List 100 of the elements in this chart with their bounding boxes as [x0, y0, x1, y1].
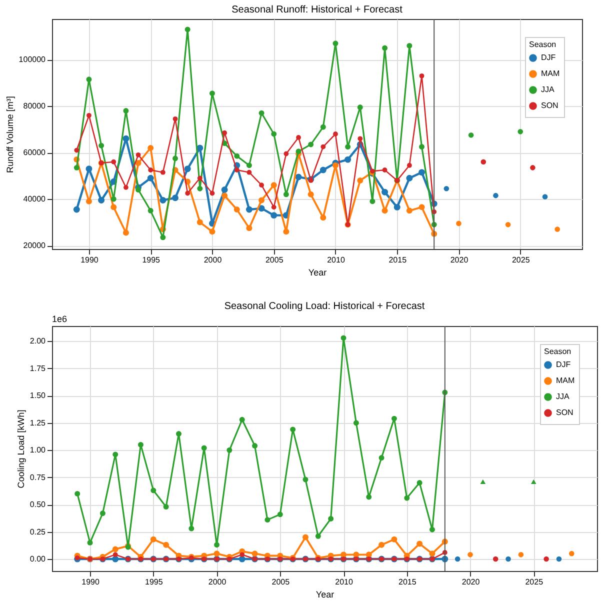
- point: [172, 194, 178, 202]
- point: [98, 142, 104, 148]
- point: [246, 206, 252, 213]
- point: [270, 212, 278, 219]
- y-tick-label: 40000: [23, 194, 46, 204]
- point: [87, 540, 93, 546]
- point: [222, 192, 228, 199]
- point: [86, 112, 92, 118]
- x-tick-label: 2000: [208, 578, 227, 586]
- point: [518, 552, 524, 558]
- point: [406, 42, 412, 48]
- point: [340, 552, 347, 558]
- point: [122, 230, 129, 236]
- x-tick-label: 2025: [512, 256, 530, 264]
- y-tick-label: 0.50: [30, 500, 46, 510]
- point: [163, 504, 169, 510]
- point: [406, 162, 412, 168]
- point: [308, 191, 314, 198]
- point: [406, 208, 412, 214]
- point: [98, 196, 105, 204]
- y-axis-title: Cooling Load [kWh]: [16, 410, 26, 488]
- point: [86, 166, 92, 172]
- legend-title: Season: [529, 40, 556, 49]
- y-tick-label: 2.00: [30, 336, 46, 346]
- point: [234, 206, 240, 212]
- point: [160, 196, 166, 204]
- point: [185, 190, 190, 196]
- point: [378, 455, 384, 460]
- chart-title: Seasonal Cooling Load: Historical + Forecast: [224, 301, 425, 312]
- text: 1e6: [52, 314, 68, 324]
- point: [358, 136, 363, 142]
- point: [416, 480, 422, 486]
- point: [111, 159, 116, 164]
- point: [136, 187, 142, 192]
- point: [506, 556, 511, 562]
- x-tick-label: 2005: [272, 578, 290, 586]
- point: [150, 536, 156, 542]
- point: [344, 156, 352, 163]
- point: [197, 176, 202, 181]
- point: [160, 170, 166, 175]
- point: [542, 194, 548, 200]
- point: [123, 108, 129, 114]
- point: [320, 166, 326, 174]
- point: [112, 552, 118, 558]
- point: [136, 152, 141, 158]
- point: [320, 214, 326, 221]
- point: [283, 228, 290, 235]
- point: [382, 45, 388, 51]
- point: [382, 208, 388, 214]
- point: [429, 526, 435, 532]
- point: [148, 168, 154, 172]
- point: [391, 416, 397, 422]
- point: [74, 490, 80, 496]
- x-tick-label: 2020: [450, 256, 469, 264]
- point: [416, 540, 423, 547]
- point: [302, 476, 308, 482]
- point: [246, 170, 252, 175]
- y-tick-label: 1.00: [30, 446, 46, 455]
- x-tick-label: 1990: [80, 256, 99, 264]
- x-tick-label: 1995: [142, 256, 161, 264]
- point: [277, 512, 283, 518]
- y-tick-label: 0.00: [30, 554, 46, 564]
- point: [240, 552, 245, 558]
- point: [147, 174, 154, 182]
- point: [258, 205, 265, 212]
- point: [370, 198, 376, 204]
- point: [271, 131, 277, 137]
- point: [454, 556, 460, 562]
- point: [328, 516, 334, 522]
- point: [196, 219, 203, 226]
- point: [394, 204, 400, 210]
- point: [419, 73, 424, 78]
- point: [382, 168, 388, 172]
- point: [333, 132, 338, 136]
- point: [296, 135, 301, 140]
- point: [74, 148, 80, 153]
- point: [406, 174, 413, 182]
- x-tick-label: 2015: [388, 256, 408, 264]
- x-tick-label: 2000: [204, 256, 222, 264]
- point: [222, 130, 228, 136]
- point: [378, 542, 385, 548]
- x-tick-label: 2010: [327, 256, 346, 264]
- y-tick-label: 1.50: [30, 391, 46, 400]
- point: [290, 426, 296, 432]
- y-tick-label: 100000: [18, 55, 46, 64]
- legend-label: DJF: [541, 53, 556, 62]
- point: [258, 197, 265, 204]
- point: [135, 160, 142, 166]
- point: [221, 186, 228, 193]
- point: [518, 129, 524, 134]
- point: [252, 550, 258, 557]
- point: [271, 204, 276, 210]
- point: [196, 144, 204, 152]
- point: [302, 534, 308, 540]
- point: [210, 190, 215, 196]
- point: [544, 556, 549, 562]
- point: [382, 188, 388, 196]
- point: [468, 132, 474, 138]
- point: [197, 186, 203, 192]
- point: [492, 556, 498, 562]
